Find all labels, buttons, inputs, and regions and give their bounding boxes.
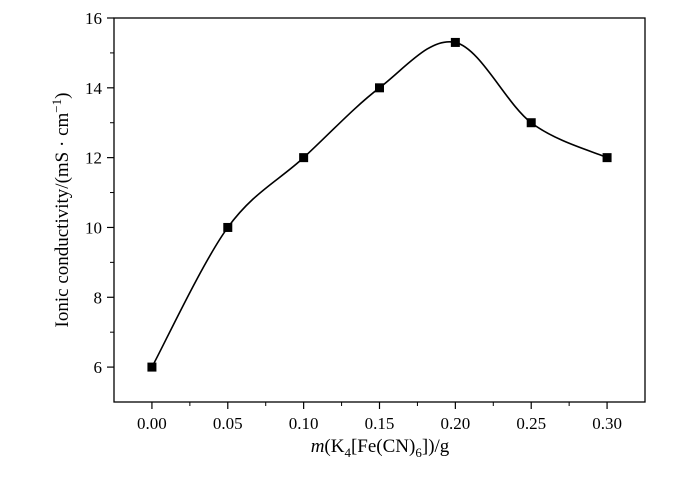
y-tick-label: 14 — [85, 79, 103, 98]
data-markers — [147, 37, 612, 372]
y-axis-label: Ionic conductivity/(mS · cm−1) — [49, 93, 73, 328]
y-tick-label: 10 — [85, 218, 102, 237]
x-axis-label-variable: m — [311, 436, 325, 457]
x-tick-label: 0.30 — [592, 414, 622, 433]
data-point — [299, 153, 309, 163]
x-tick-label: 0.25 — [516, 414, 546, 433]
x-tick-label: 0.00 — [137, 414, 167, 433]
data-point — [526, 118, 536, 128]
y-tick-label: 8 — [94, 288, 103, 307]
data-point — [223, 222, 233, 232]
y-tick-label: 16 — [85, 9, 102, 28]
x-tick-label: 0.15 — [365, 414, 395, 433]
data-point — [450, 37, 460, 47]
plot-frame — [113, 17, 646, 403]
x-tick-label: 0.10 — [289, 414, 319, 433]
data-point — [375, 83, 384, 93]
y-tick-label: 6 — [94, 358, 103, 377]
data-point — [602, 153, 612, 163]
y-axis-ticks: 6 8 10 12 14 16 — [85, 9, 114, 377]
y-tick-label: 12 — [85, 149, 102, 168]
x-axis-ticks: 0.00 0.05 0.10 0.15 0.20 0.25 0.30 — [137, 402, 622, 433]
data-point — [147, 362, 157, 372]
x-tick-label: 0.20 — [440, 414, 470, 433]
x-tick-label: 0.05 — [213, 414, 243, 433]
x-axis-label: m(K4[Fe(CN)6])/g — [311, 436, 450, 460]
